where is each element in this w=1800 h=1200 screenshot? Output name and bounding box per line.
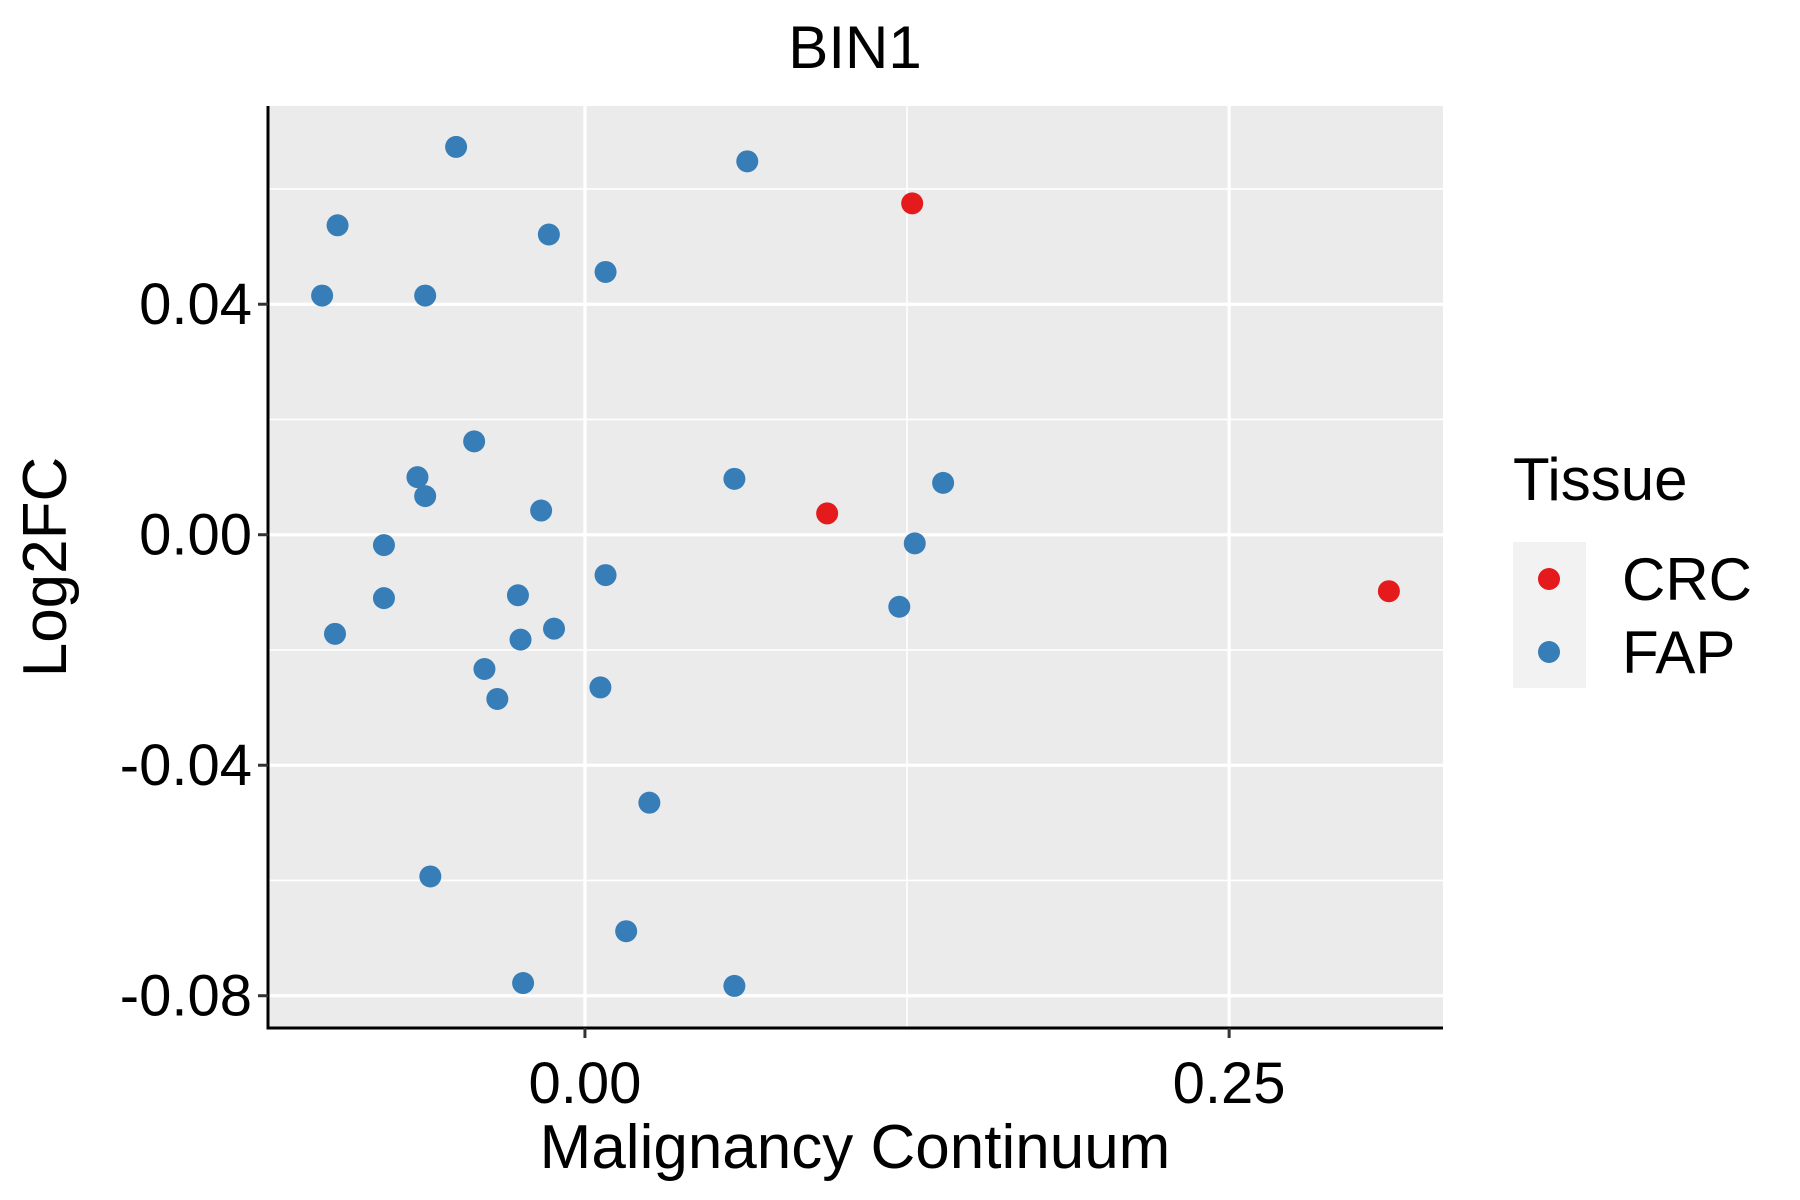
data-point-fap bbox=[537, 223, 560, 246]
data-point-fap bbox=[509, 628, 532, 651]
data-point-fap bbox=[486, 687, 509, 710]
legend-title: Tissue bbox=[1513, 446, 1688, 513]
legend-key-crc bbox=[1538, 568, 1560, 590]
x-tick-label: 0.00 bbox=[528, 1051, 641, 1116]
data-point-fap bbox=[311, 284, 334, 307]
data-point-fap bbox=[638, 791, 661, 814]
data-point-fap bbox=[736, 150, 759, 173]
legend-label-fap: FAP bbox=[1622, 619, 1735, 686]
data-point-crc bbox=[1377, 580, 1400, 603]
legend-key-fap bbox=[1538, 641, 1560, 663]
y-axis-title: Log2FC bbox=[11, 457, 80, 678]
data-point-fap bbox=[594, 260, 617, 283]
x-axis-ticks: 0.000.250.50 bbox=[528, 1028, 1286, 1116]
data-point-fap bbox=[372, 534, 395, 557]
plot-panel bbox=[268, 106, 1443, 1028]
data-point-fap bbox=[414, 284, 437, 307]
major-gridlines bbox=[268, 106, 1443, 1028]
data-point-fap bbox=[463, 430, 486, 453]
chart-title: BIN1 bbox=[788, 14, 921, 81]
x-axis-title: Malignancy Continuum bbox=[540, 1113, 1171, 1182]
y-axis-ticks: -0.08 -0.04 0.00 0.04 bbox=[120, 272, 268, 1029]
y-tick-label: -0.08 bbox=[120, 964, 252, 1029]
data-point-fap bbox=[506, 584, 529, 607]
data-point-fap bbox=[543, 617, 566, 640]
data-point-fap bbox=[512, 972, 535, 995]
data-point-fap bbox=[326, 214, 349, 237]
data-point-fap bbox=[323, 622, 346, 645]
data-point-fap bbox=[903, 532, 926, 555]
data-point-fap bbox=[723, 974, 746, 997]
data-point-fap bbox=[594, 564, 617, 587]
x-tick-label: 0.25 bbox=[1173, 1051, 1286, 1116]
data-point-fap bbox=[888, 595, 911, 618]
data-point-fap bbox=[530, 499, 553, 522]
y-tick-label: 0.00 bbox=[139, 503, 252, 568]
data-point-fap bbox=[372, 587, 395, 610]
legend-label-crc: CRC bbox=[1622, 546, 1752, 613]
data-point-crc bbox=[816, 502, 839, 525]
data-point-fap bbox=[615, 920, 638, 943]
data-point-fap bbox=[406, 466, 429, 489]
data-point-fap bbox=[932, 471, 955, 494]
y-tick-label: 0.04 bbox=[139, 272, 252, 337]
data-point-fap bbox=[473, 657, 496, 680]
data-points bbox=[311, 135, 1400, 997]
data-point-fap bbox=[445, 135, 468, 158]
y-tick-label: -0.04 bbox=[120, 733, 252, 798]
data-point-crc bbox=[901, 192, 924, 215]
data-point-fap bbox=[589, 676, 612, 699]
legend-key-background bbox=[1513, 542, 1586, 688]
data-point-fap bbox=[723, 467, 746, 490]
data-point-fap bbox=[414, 485, 437, 508]
minor-gridlines bbox=[262, 106, 1553, 1028]
data-point-fap bbox=[419, 865, 442, 888]
